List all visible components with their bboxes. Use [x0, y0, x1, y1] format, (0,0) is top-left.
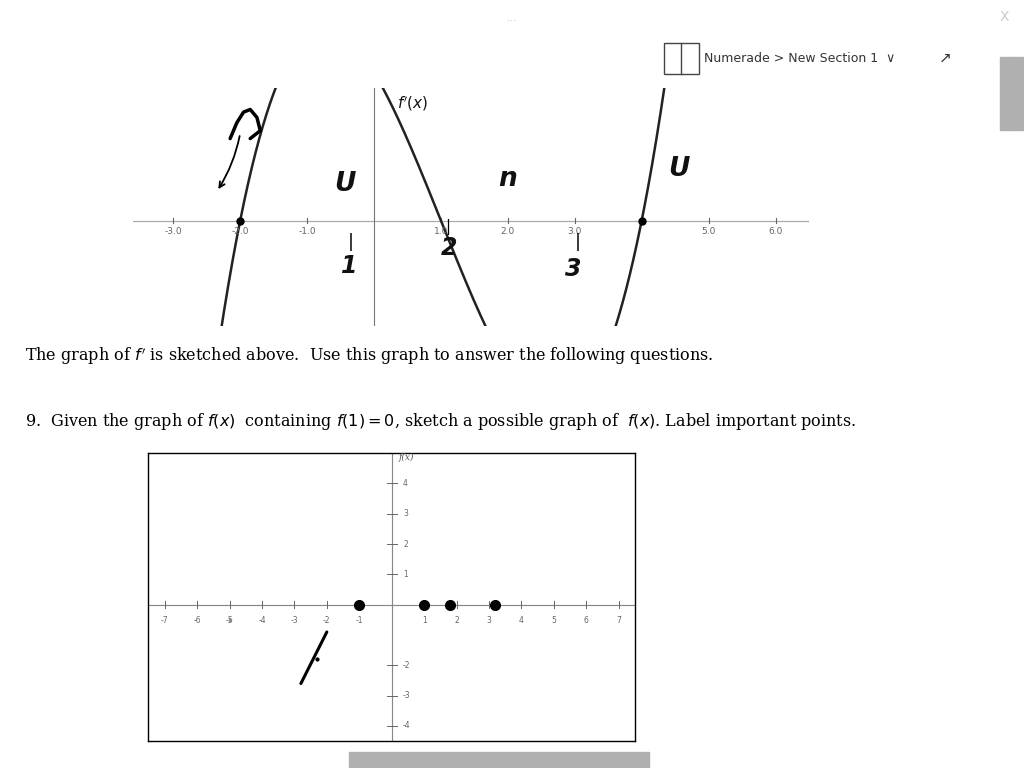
- Text: -7: -7: [161, 616, 169, 625]
- Text: $f'(x)$: $f'(x)$: [397, 95, 429, 114]
- Text: The graph of $f'$ is sketched above.  Use this graph to answer the following que: The graph of $f'$ is sketched above. Use…: [25, 346, 714, 367]
- Text: 5.0: 5.0: [701, 227, 716, 236]
- Text: |: |: [445, 219, 451, 235]
- Text: |: |: [347, 233, 353, 250]
- Text: 2: 2: [441, 236, 458, 260]
- Text: -3: -3: [403, 691, 411, 700]
- Text: 3: 3: [486, 616, 492, 625]
- Text: 1.0: 1.0: [434, 227, 449, 236]
- Text: 7: 7: [616, 616, 622, 625]
- Text: f(x): f(x): [398, 453, 414, 462]
- Text: -3: -3: [291, 616, 298, 625]
- Text: n: n: [498, 166, 516, 192]
- Text: -3.0: -3.0: [165, 227, 182, 236]
- Text: 1: 1: [422, 616, 426, 625]
- Text: 6: 6: [584, 616, 589, 625]
- Text: -5: -5: [225, 616, 233, 625]
- Bar: [664, 43, 682, 74]
- Text: 1: 1: [341, 254, 357, 279]
- Text: 9.  Given the graph of $f(x)$  containing $f(1) = 0$, sketch a possible graph of: 9. Given the graph of $f(x)$ containing …: [25, 411, 856, 432]
- Text: 4: 4: [403, 479, 408, 488]
- Text: ...: ...: [506, 11, 518, 24]
- Bar: [349, 752, 649, 767]
- Text: 2: 2: [403, 540, 408, 548]
- Text: 1: 1: [403, 570, 408, 579]
- Text: X: X: [999, 10, 1009, 25]
- Text: 2.0: 2.0: [501, 227, 515, 236]
- Bar: [681, 43, 699, 74]
- Text: |: |: [575, 233, 581, 250]
- Text: ↗: ↗: [938, 51, 951, 66]
- Text: 3.0: 3.0: [567, 227, 582, 236]
- Text: -1.0: -1.0: [298, 227, 316, 236]
- Text: Numerade > New Section 1  ∨: Numerade > New Section 1 ∨: [703, 52, 895, 65]
- Text: -4: -4: [258, 616, 266, 625]
- Text: -2: -2: [403, 660, 411, 670]
- Text: 4: 4: [519, 616, 524, 625]
- Text: 3: 3: [564, 257, 582, 281]
- Text: -1: -1: [355, 616, 362, 625]
- Text: 6.0: 6.0: [768, 227, 782, 236]
- Bar: [999, 57, 1023, 130]
- Text: -4: -4: [403, 721, 411, 730]
- Text: 2: 2: [455, 616, 459, 625]
- Text: 3: 3: [403, 509, 408, 518]
- Text: -6: -6: [194, 616, 201, 625]
- Text: U: U: [669, 156, 690, 181]
- Text: 5: 5: [551, 616, 556, 625]
- Text: U: U: [334, 171, 355, 197]
- Text: -2: -2: [324, 616, 331, 625]
- Text: -2.0: -2.0: [231, 227, 249, 236]
